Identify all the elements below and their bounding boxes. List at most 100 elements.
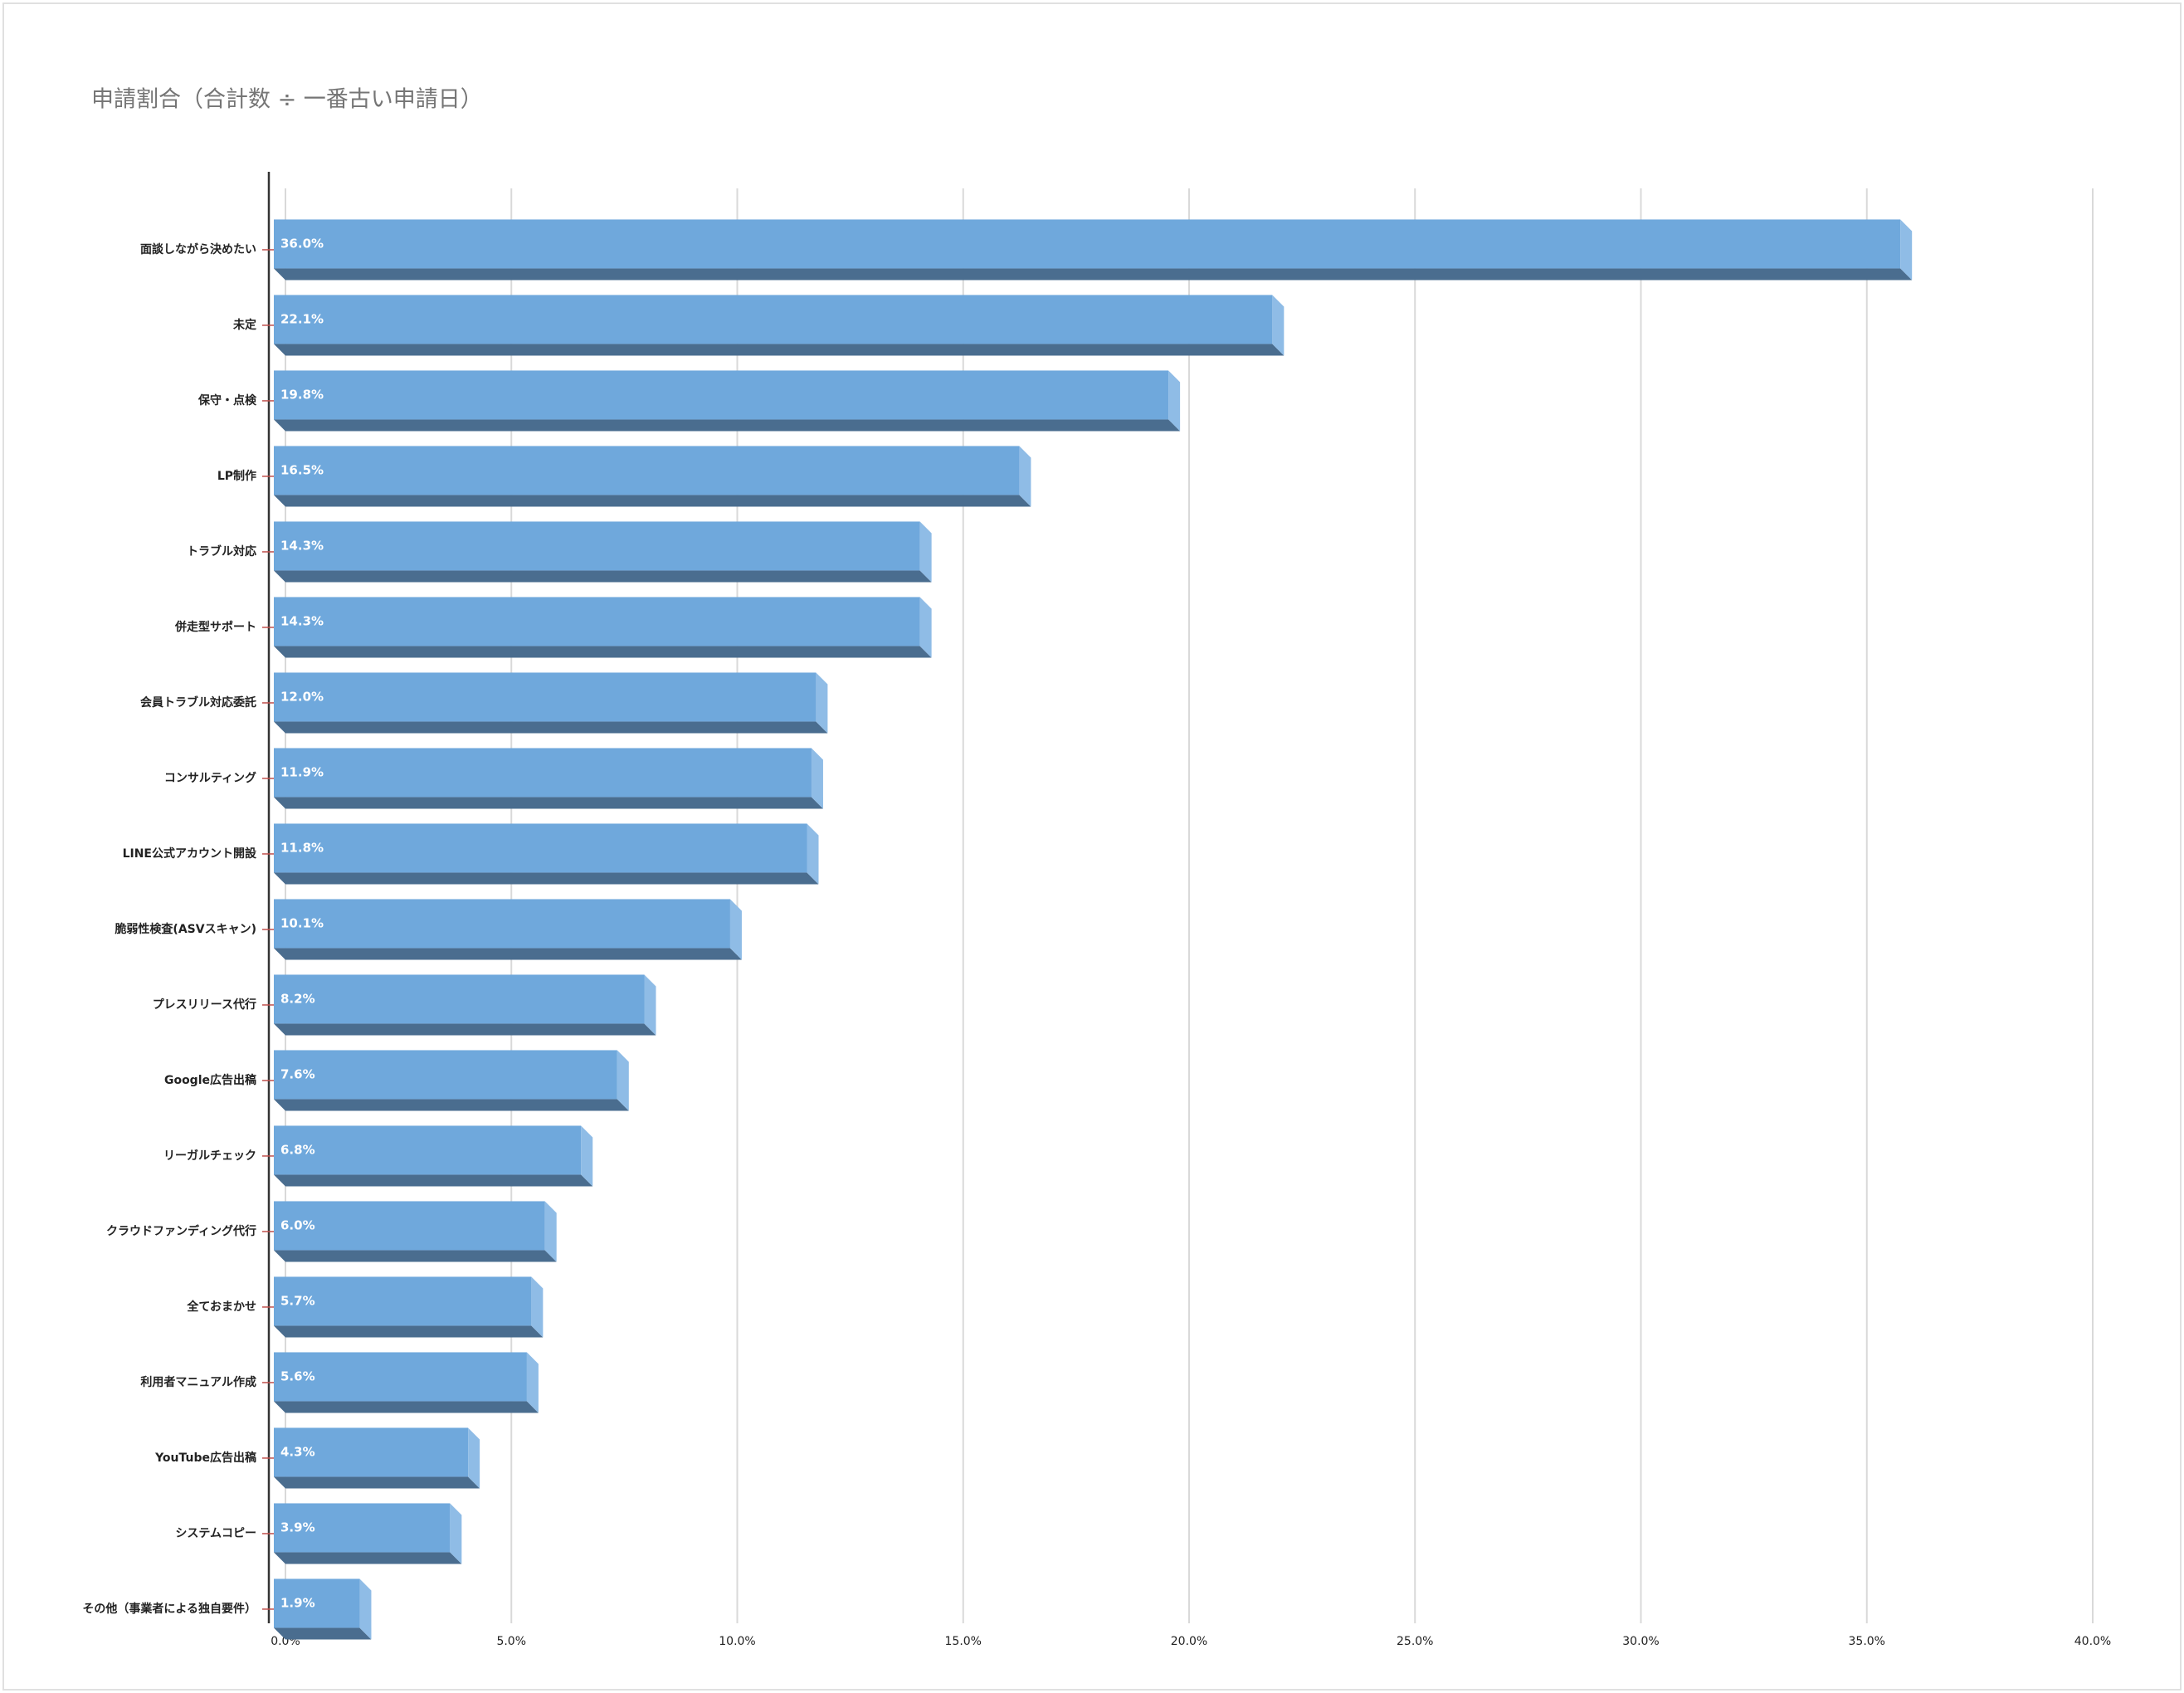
bar-front <box>274 974 645 1024</box>
y-tick-label: 併走型サポート <box>174 620 256 634</box>
bar-side <box>729 899 742 960</box>
bar-bottom <box>274 1476 480 1489</box>
bar <box>274 521 932 583</box>
bar-bottom <box>274 872 819 885</box>
bar-side <box>1168 370 1181 432</box>
bar <box>274 1201 557 1262</box>
data-label: 16.5% <box>280 462 324 477</box>
bar-front <box>274 899 730 949</box>
bar-front <box>274 1201 545 1251</box>
data-label: 6.8% <box>280 1142 315 1157</box>
bar <box>274 295 1285 356</box>
bar <box>274 899 742 960</box>
data-label: 1.9% <box>280 1595 315 1610</box>
bar-front <box>274 295 1273 344</box>
bar-bottom <box>274 570 932 583</box>
bar-side <box>617 1050 629 1111</box>
bar-front <box>274 672 817 722</box>
bar-side <box>1272 295 1285 356</box>
data-label: 19.8% <box>280 387 324 402</box>
bar <box>274 823 819 885</box>
bar-side <box>544 1201 557 1262</box>
bar-bottom <box>274 797 823 809</box>
y-tick-label: 会員トラブル対応委託 <box>140 695 256 710</box>
y-tick-label: Google広告出稿 <box>164 1073 256 1087</box>
data-label: 7.6% <box>280 1066 315 1081</box>
bar <box>274 597 932 658</box>
bar <box>274 1503 462 1564</box>
bar-side <box>807 823 819 885</box>
bar-bottom <box>274 1552 462 1564</box>
bar-side <box>531 1276 544 1338</box>
bar <box>274 974 656 1036</box>
data-label: 4.3% <box>280 1444 315 1459</box>
x-tick-label: 35.0% <box>1849 1635 1885 1648</box>
data-label: 14.3% <box>280 538 324 553</box>
bar-bottom <box>274 646 932 658</box>
data-label: 11.9% <box>280 764 324 779</box>
bar-front <box>274 1050 617 1100</box>
bar-side <box>581 1125 593 1187</box>
data-label: 10.1% <box>280 915 324 930</box>
bar-bottom <box>274 495 1031 507</box>
bar-bottom <box>274 1023 656 1036</box>
bar-side <box>1019 446 1031 507</box>
bar-bottom <box>274 1174 593 1187</box>
bar <box>274 219 1913 281</box>
data-label: 22.1% <box>280 311 324 326</box>
y-tick-label: 面談しながら決めたい <box>140 242 256 256</box>
bar-bottom <box>274 1325 544 1338</box>
y-tick-label: クラウドファンディング代行 <box>106 1224 256 1238</box>
x-tick-label: 20.0% <box>1171 1635 1207 1648</box>
y-tick-label: 未定 <box>233 318 256 332</box>
bar <box>274 672 828 734</box>
data-label: 5.6% <box>280 1369 315 1383</box>
bar-front <box>274 597 920 646</box>
bar-front <box>274 1578 360 1628</box>
bar <box>274 1125 593 1187</box>
bar-bottom <box>274 1627 372 1640</box>
y-tick-label: 保守・点検 <box>197 393 257 407</box>
bar <box>274 370 1181 432</box>
bar-bottom <box>274 948 742 960</box>
bar-front <box>274 748 812 798</box>
data-label: 6.0% <box>280 1217 315 1232</box>
x-tick-label: 40.0% <box>2074 1635 2111 1648</box>
x-tick-label: 10.0% <box>719 1635 755 1648</box>
y-tick-label: プレスリリース代行 <box>153 998 256 1012</box>
data-label: 14.3% <box>280 613 324 628</box>
bar <box>274 1050 629 1111</box>
bar-front <box>274 219 1901 269</box>
y-tick-label: 利用者マニュアル作成 <box>140 1375 256 1389</box>
bar-side <box>919 521 932 583</box>
data-label: 11.8% <box>280 840 324 855</box>
bar <box>274 1276 544 1338</box>
bar-side <box>919 597 932 658</box>
bar-bottom <box>274 1401 539 1413</box>
y-tick-label: 全ておまかせ <box>186 1300 256 1314</box>
bar-bottom <box>274 344 1285 356</box>
bar-bottom <box>274 268 1913 281</box>
bar <box>274 1352 539 1413</box>
bar <box>274 1427 480 1489</box>
bar-bottom <box>274 1099 629 1111</box>
y-tick-label: YouTube広告出稿 <box>154 1451 256 1465</box>
data-label: 8.2% <box>280 991 315 1006</box>
x-tick-label: 5.0% <box>496 1635 526 1648</box>
y-tick-label: トラブル対応 <box>187 544 256 559</box>
x-tick-label: 25.0% <box>1397 1635 1433 1648</box>
bar-bottom <box>274 721 828 734</box>
bar-side <box>1900 219 1913 281</box>
y-tick-label: リーガルチェック <box>163 1149 256 1163</box>
bar-front <box>274 823 807 873</box>
bar-side <box>468 1427 480 1489</box>
bar-side <box>816 672 828 734</box>
bar-front <box>274 521 920 571</box>
y-tick-label: LP制作 <box>217 469 256 483</box>
bar-front <box>274 1276 532 1326</box>
x-tick-label: 30.0% <box>1622 1635 1659 1648</box>
bar-side <box>526 1352 539 1413</box>
bar-bottom <box>274 1250 557 1262</box>
bar-side <box>450 1503 462 1564</box>
